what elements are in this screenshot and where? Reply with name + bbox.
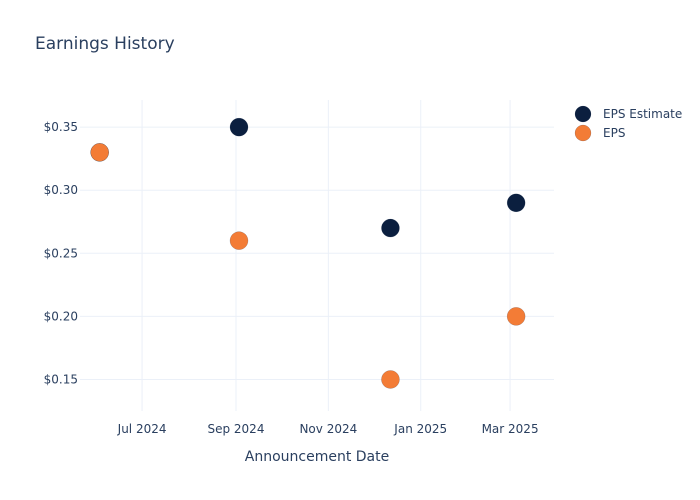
eps-point <box>229 231 249 250</box>
legend-eps-estimate-label: EPS Estimate <box>603 107 682 121</box>
eps-point <box>506 307 526 326</box>
x-tick-label: Nov 2024 <box>299 422 357 436</box>
x-tick-label: Jan 2025 <box>393 422 447 436</box>
y-tick-label: $0.35 <box>44 120 78 134</box>
eps-point <box>381 370 400 389</box>
eps-estimate-point <box>229 117 249 137</box>
legend-eps-estimate-marker <box>574 105 592 123</box>
legend-eps-label: EPS <box>603 126 625 140</box>
y-tick-label: $0.20 <box>44 309 78 323</box>
y-tick-label: $0.30 <box>44 183 78 197</box>
x-tick-label: Jul 2024 <box>117 422 167 436</box>
legend-eps-marker <box>574 124 592 142</box>
eps-estimate-point <box>506 193 526 213</box>
y-tick-label: $0.15 <box>44 372 78 386</box>
x-tick-label: Sep 2024 <box>207 422 264 436</box>
eps-point <box>90 143 109 162</box>
y-tick-label: $0.25 <box>44 246 78 260</box>
x-tick-label: Mar 2025 <box>482 422 539 436</box>
x-axis-title: Announcement Date <box>245 449 389 465</box>
eps-estimate-point <box>381 218 400 238</box>
chart-title: Earnings History <box>35 34 175 54</box>
